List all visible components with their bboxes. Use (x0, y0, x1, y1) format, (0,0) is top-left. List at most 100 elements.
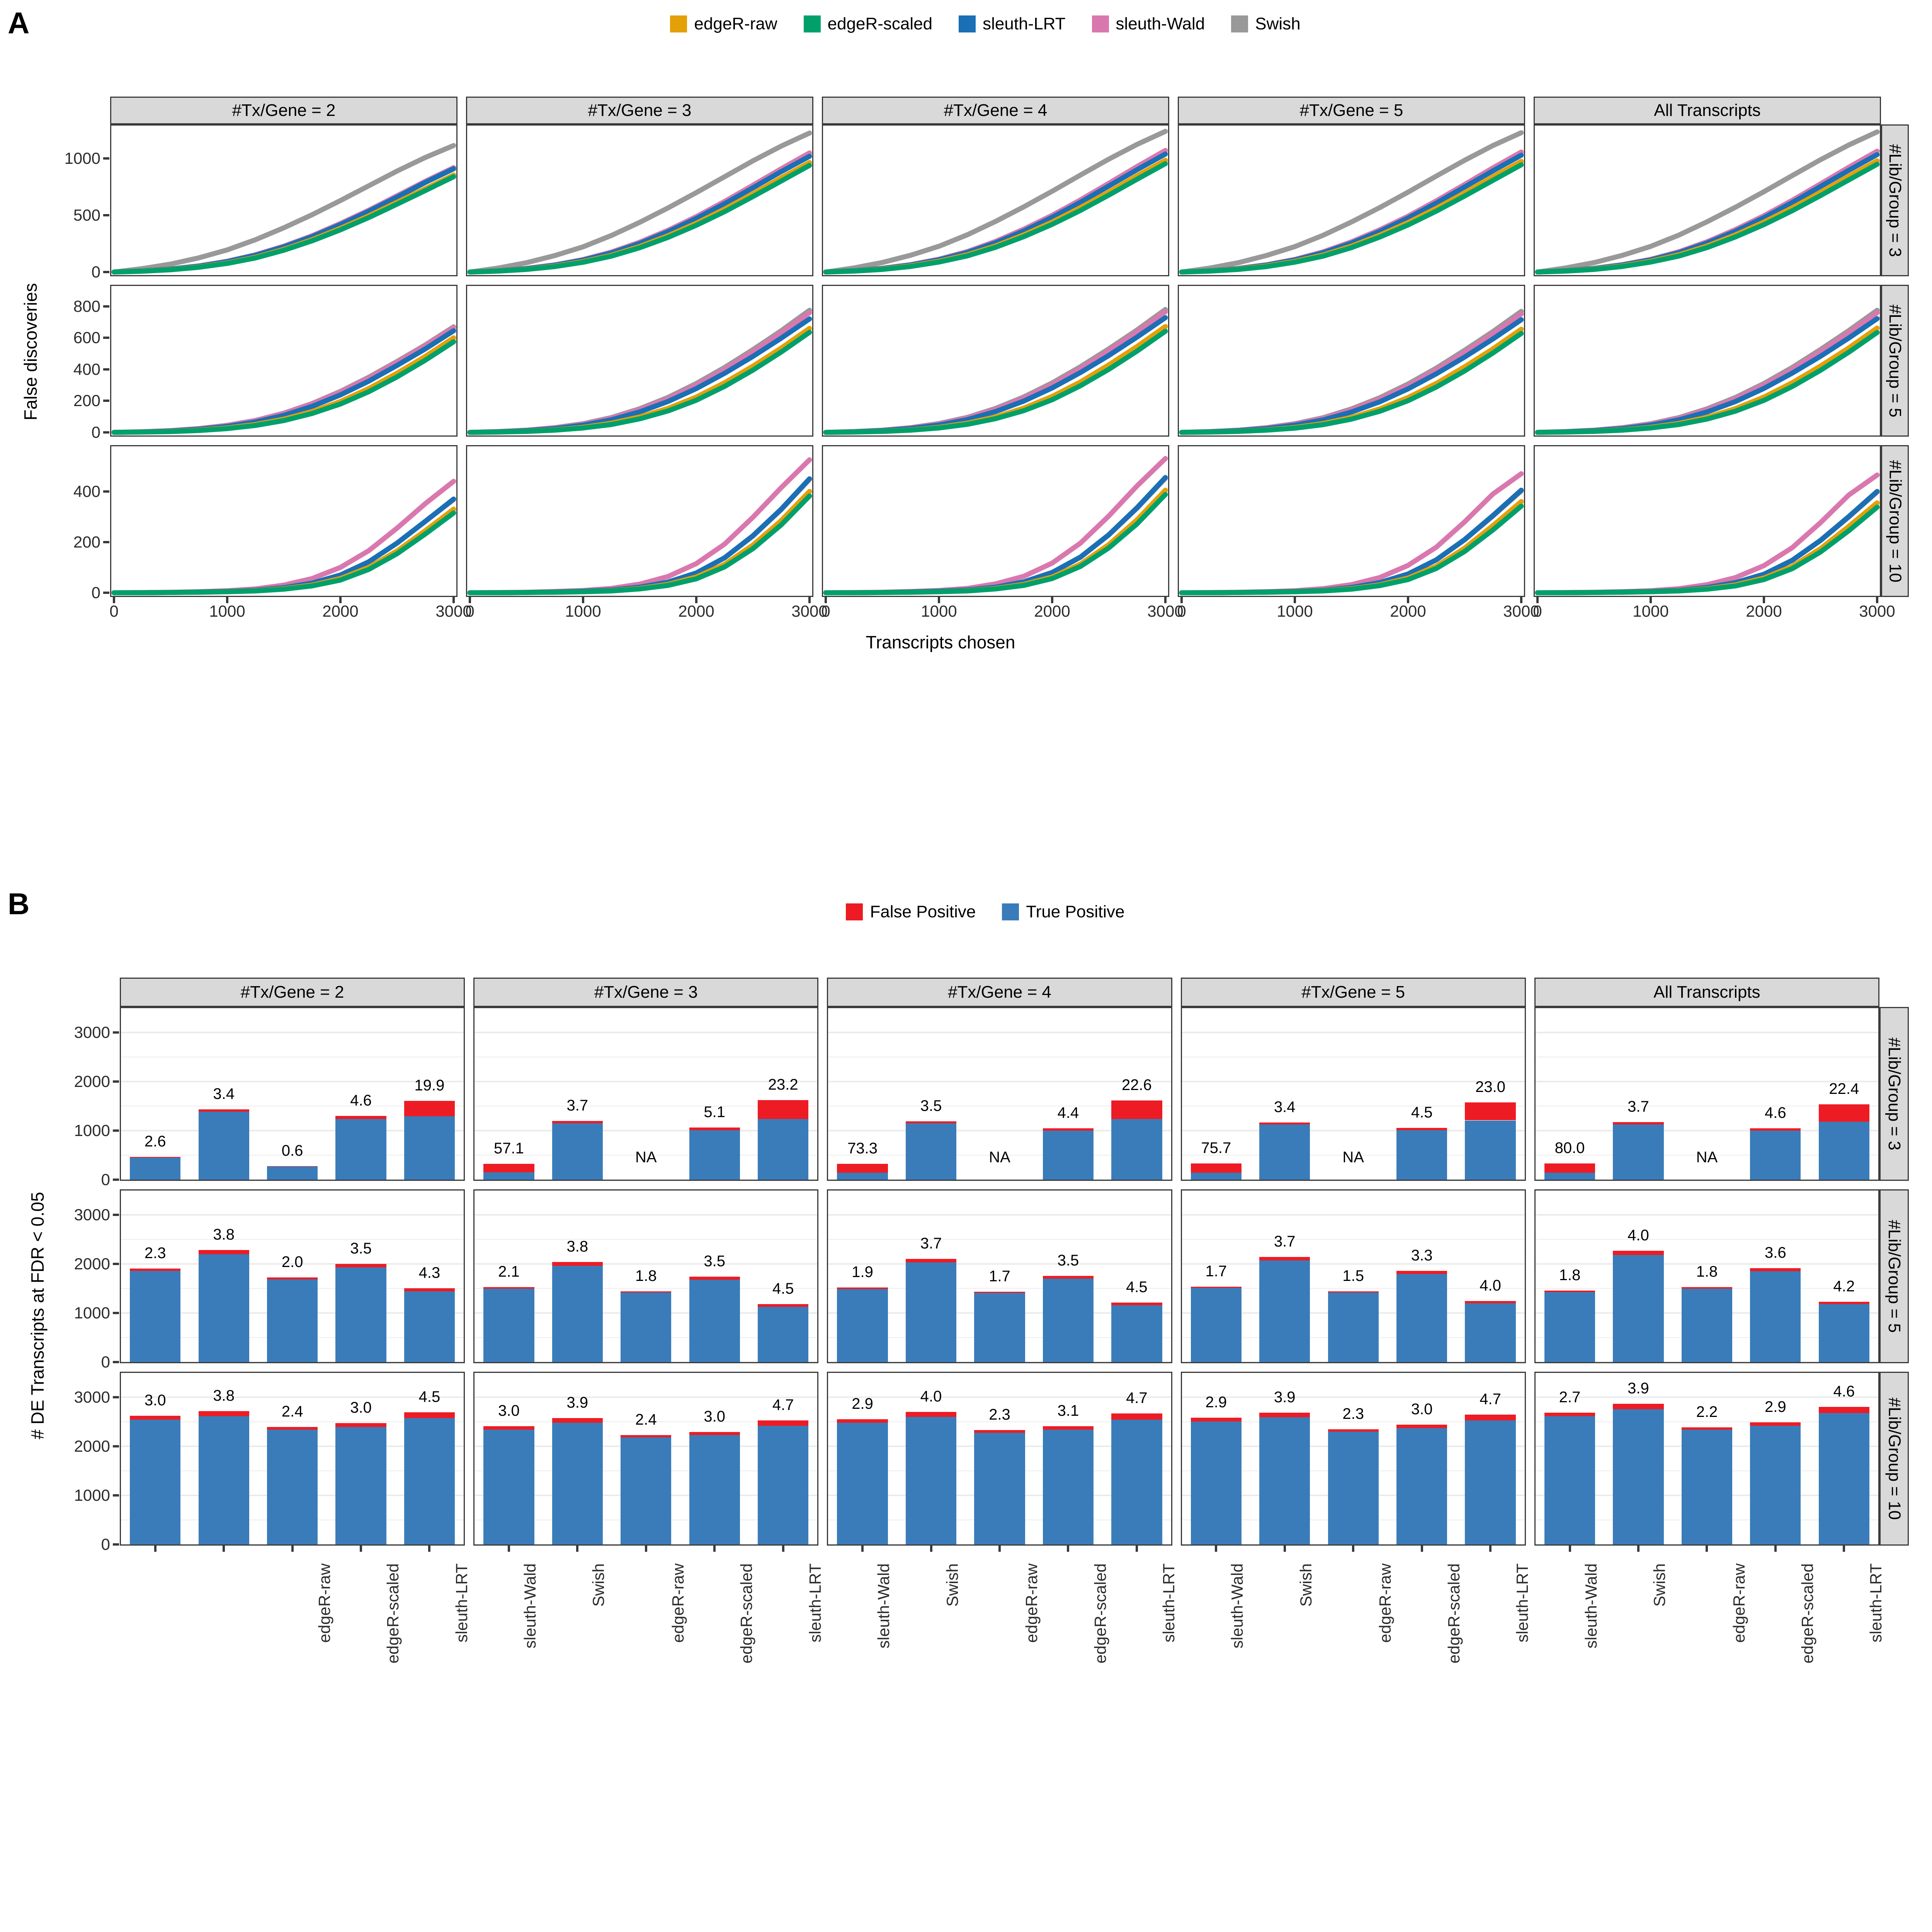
panel-b-gridline-2500 (474, 1238, 818, 1240)
legend-item-true-positive[interactable]: True Positive (1002, 902, 1125, 922)
panel-b-ytickmark-r2-3000 (113, 1396, 119, 1399)
panel-b-bar-tp-r2-c2-4 (1111, 1419, 1162, 1544)
panel-b-bar-fp-r2-c3-4 (1465, 1414, 1516, 1421)
panel-b-bar-label-r0-c1-0: 57.1 (493, 1140, 524, 1157)
panel-b-gridline-3000 (1182, 1214, 1525, 1216)
panel-a-ytick-r1-800: 800 (73, 297, 100, 315)
legend-item-swish[interactable]: Swish (1231, 14, 1301, 34)
panel-b-gridline-1000 (1535, 1130, 1878, 1132)
panel-b-gridline-3000 (474, 1214, 818, 1216)
panel-b-bar-label-r0-c2-4: 22.6 (1121, 1077, 1152, 1094)
panel-b-bar-tp-r0-c3-4 (1465, 1120, 1516, 1180)
panel-b-bar-label-r0-c3-1: 3.4 (1274, 1098, 1296, 1116)
panel-b-xtickmark-c0-4 (428, 1546, 431, 1552)
panel-b-xtickmark-c3-4 (1489, 1546, 1492, 1552)
panel-b-bar-fp-r0-c0-0 (130, 1157, 181, 1158)
legend-item-sleuth-lrt[interactable]: sleuth-LRT (959, 14, 1066, 34)
panel-b-gridline-3000 (1535, 1214, 1878, 1216)
panel-b-bar-label-r2-c3-0: 2.9 (1205, 1394, 1227, 1411)
panel-b-bar-label-r1-c3-1: 3.7 (1274, 1233, 1296, 1250)
panel-b-bar-fp-r1-c1-2 (621, 1291, 672, 1293)
panel-b-bar-tp-r2-c1-0 (483, 1430, 534, 1544)
panel-a-ytickmark-r1-600 (103, 337, 109, 339)
panel-b-col-strip-2: #Tx/Gene = 4 (827, 978, 1172, 1007)
panel-b-xtick-c2-4: Swish (1296, 1563, 1315, 1607)
panel-b-gridline-2500 (121, 1238, 464, 1240)
panel-b-bar-tp-r1-c4-4 (1818, 1304, 1869, 1362)
panel-b-bar-tp-r2-c3-1 (1259, 1417, 1310, 1544)
panel-b-bar-fp-r1-c1-0 (483, 1287, 534, 1289)
panel-b-gridline-2000 (474, 1263, 818, 1265)
panel-b-xtick-c3-2: sleuth-LRT (1513, 1563, 1532, 1643)
panel-b-bar-label-r0-c0-0: 2.6 (144, 1133, 166, 1150)
panel-b-ytick-r1-1000: 1000 (74, 1304, 110, 1322)
panel-b-ytick-r0-1000: 1000 (74, 1121, 110, 1140)
panel-b-bar-label-r2-c4-4: 4.6 (1833, 1383, 1855, 1400)
panel-b-xtick-c1-4: Swish (943, 1563, 961, 1607)
panel-b-bar-fp-r0-c3-4 (1465, 1102, 1516, 1121)
panel-b-gridline-3000 (1535, 1032, 1878, 1034)
panel-b-xtickmark-c1-4 (782, 1546, 784, 1552)
panel-a-cell-r1-c3 (1178, 285, 1525, 437)
panel-b-xtick-c4-0: edgeR-raw (1730, 1563, 1748, 1643)
panel-a-yaxis-title: False discoveries (20, 283, 41, 420)
panel-b-bar-label-r0-c4-1: 3.7 (1628, 1098, 1649, 1116)
panel-b-gridline-3000 (1182, 1032, 1525, 1034)
panel-b-bar-label-r0-c1-2: NA (635, 1149, 657, 1166)
panel-b-gridline-3000 (828, 1214, 1171, 1216)
panel-a-lines-r1-c0 (111, 324, 456, 435)
panel-b-row-strip-0: #Lib/Group = 3 (1879, 1007, 1909, 1181)
legend-item-sleuth-wald[interactable]: sleuth-Wald (1092, 14, 1205, 34)
panel-b-bar-tp-r1-c4-0 (1544, 1292, 1595, 1362)
panel-b-gridline-3500 (121, 1372, 464, 1373)
panel-a-ytick-r1-600: 600 (73, 328, 100, 347)
panel-b-bar-tp-r1-c3-4 (1465, 1303, 1516, 1362)
legend-key-swish (1231, 15, 1248, 32)
legend-item-edger-raw[interactable]: edgeR-raw (670, 14, 777, 34)
panel-a-lines-r0-c1 (467, 130, 812, 275)
panel-b-xtick-c0-4: Swish (589, 1563, 608, 1607)
panel-b-xtickmark-c0-3 (360, 1546, 362, 1552)
panel-b-bar-label-r2-c4-2: 2.2 (1696, 1403, 1718, 1420)
panel-b-bar-tp-r0-c1-4 (758, 1119, 809, 1180)
panel-b-bar-label-r1-c4-2: 1.8 (1696, 1263, 1718, 1281)
panel-b-gridline-1500 (828, 1287, 1171, 1289)
panel-b-gridline-0 (828, 1179, 1171, 1180)
panel-b-gridline-2500 (474, 1421, 818, 1422)
panel-b-bar-tp-r1-c3-2 (1328, 1292, 1379, 1362)
panel-b-bar-tp-r2-c4-2 (1681, 1430, 1733, 1544)
panel-b-bar-fp-r0-c1-3 (689, 1128, 740, 1130)
panel-b-gridline-1500 (1535, 1105, 1878, 1107)
panel-b-bar-fp-r0-c2-0 (837, 1163, 888, 1173)
panel-a-xtickmark-c2-0 (825, 597, 827, 603)
panel-b-bar-tp-r2-c4-0 (1544, 1416, 1595, 1544)
panel-b-bar-fp-r2-c1-3 (689, 1432, 740, 1435)
panel-b-bar-tp-r0-c1-3 (689, 1130, 740, 1180)
legend-item-false-positive[interactable]: False Positive (846, 902, 976, 922)
panel-b-xtickmark-c2-3 (1067, 1546, 1070, 1552)
panel-a-cell-r1-c4 (1534, 285, 1881, 437)
panel-b-bar-tp-r0-c0-3 (335, 1119, 386, 1180)
legend-label-true-positive: True Positive (1026, 902, 1125, 921)
panel-b-bar-tp-r2-c3-0 (1190, 1421, 1242, 1544)
panel-b-xtickmark-c4-0 (1568, 1546, 1571, 1552)
panel-b-bar-label-r1-c1-4: 4.5 (772, 1280, 794, 1298)
panel-b-bar-label-r2-c2-0: 2.9 (852, 1395, 873, 1413)
panel-b-bar-label-r0-c0-3: 4.6 (350, 1092, 372, 1109)
panel-a-cell-r1-c2 (822, 285, 1169, 437)
panel-b-bar-tp-r1-c3-1 (1259, 1260, 1310, 1362)
panel-b-bar-tp-r2-c4-4 (1818, 1413, 1869, 1544)
legend-item-edger-scaled[interactable]: edgeR-scaled (803, 14, 932, 34)
panel-a-xtickmark-c2-3000 (1164, 597, 1167, 603)
panel-b-xtick-c0-2: sleuth-LRT (452, 1563, 471, 1643)
panel-b-gridline-3500 (828, 1008, 1171, 1009)
panel-b-bar-fp-r1-c0-3 (335, 1264, 386, 1268)
panel-b-bar-label-r1-c3-0: 1.7 (1205, 1263, 1227, 1280)
panel-b-bar-fp-r2-c3-2 (1328, 1429, 1379, 1432)
panel-b-bar-tp-r1-c0-0 (130, 1271, 181, 1362)
panel-a-ytickmark-r2-200 (103, 541, 109, 543)
panel-b-ytickmark-r0-0 (113, 1179, 119, 1181)
panel-b-bar-label-r2-c1-1: 3.9 (566, 1394, 588, 1412)
panel-b-bar-label-r0-c3-3: 4.5 (1411, 1104, 1433, 1121)
legend-key-edger-raw (670, 15, 687, 32)
